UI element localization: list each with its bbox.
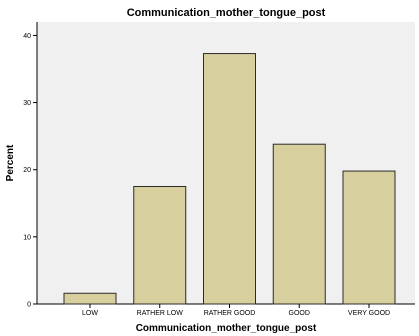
y-tick-label: 0 — [27, 302, 31, 309]
bar-rather-good — [203, 53, 256, 305]
y-ticks-group: 0 10 20 30 40 — [23, 33, 37, 309]
x-axis-label: Communication_mother_tongue_post — [136, 323, 317, 334]
bars-group — [63, 53, 396, 305]
x-tick-label: VERY GOOD — [348, 310, 390, 317]
x-tick-label: LOW — [82, 310, 98, 317]
y-tick-label: 30 — [23, 100, 31, 107]
x-tick-label: GOOD — [289, 310, 310, 317]
bar-rather-low — [133, 186, 187, 305]
x-tick-label: RATHER LOW — [137, 310, 184, 317]
y-tick-label: 10 — [23, 234, 31, 241]
y-tick-label: 40 — [23, 33, 31, 40]
bar-low — [63, 292, 117, 305]
chart-title: Communication_mother_tongue_post — [127, 7, 326, 19]
y-axis-label: Percent — [5, 144, 16, 181]
x-tick-label: RATHER GOOD — [204, 310, 256, 317]
y-tick-label: 20 — [23, 167, 31, 174]
bar-very-good — [342, 170, 396, 305]
bar-good — [272, 143, 326, 305]
x-ticks-group: LOW RATHER LOW RATHER GOOD GOOD VERY GOOD — [82, 304, 390, 317]
